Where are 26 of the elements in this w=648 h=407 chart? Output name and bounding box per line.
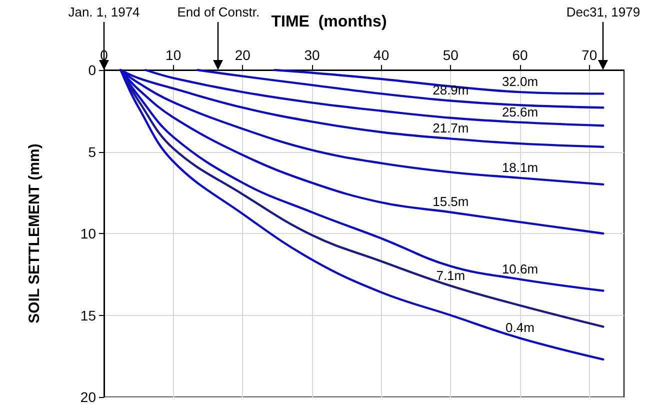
x-tick-label: 30 [304, 47, 320, 63]
series-label: 21.7m [432, 120, 469, 136]
y-tick-label: 15 [80, 307, 96, 324]
series-label: 28.9m [432, 82, 469, 98]
x-axis-title: TIME (months) [271, 14, 387, 30]
ref-line-label: End of Constr. [177, 4, 260, 20]
series-label: 18.1m [502, 160, 538, 175]
y-tick-label: 20 [80, 389, 96, 405]
x-tick-label: 40 [374, 47, 390, 63]
series-label: 0.4m [506, 320, 534, 336]
y-tick-label: 10 [80, 226, 96, 242]
x-tick-label: 60 [512, 47, 528, 63]
series-label: 25.6m [502, 104, 538, 120]
y-tick-label: 0 [88, 62, 96, 78]
x-tick-label: 10 [166, 47, 182, 63]
series-label: 10.6m [502, 261, 538, 276]
series-label: 15.5m [432, 194, 469, 210]
x-tick-label: 50 [442, 47, 459, 63]
ref-line-label: Dec31, 1979 [566, 4, 640, 20]
ref-line-label: Jan. 1, 1974 [68, 4, 140, 20]
y-axis-title: SOIL SETTLEMENT (mm) [26, 144, 43, 324]
x-tick-label: 70 [582, 47, 598, 63]
series-label: 32.0m [502, 74, 538, 90]
x-tick-label: 20 [234, 47, 251, 63]
y-tick-label: 5 [88, 144, 96, 160]
series-label: 7.1m [436, 268, 466, 283]
